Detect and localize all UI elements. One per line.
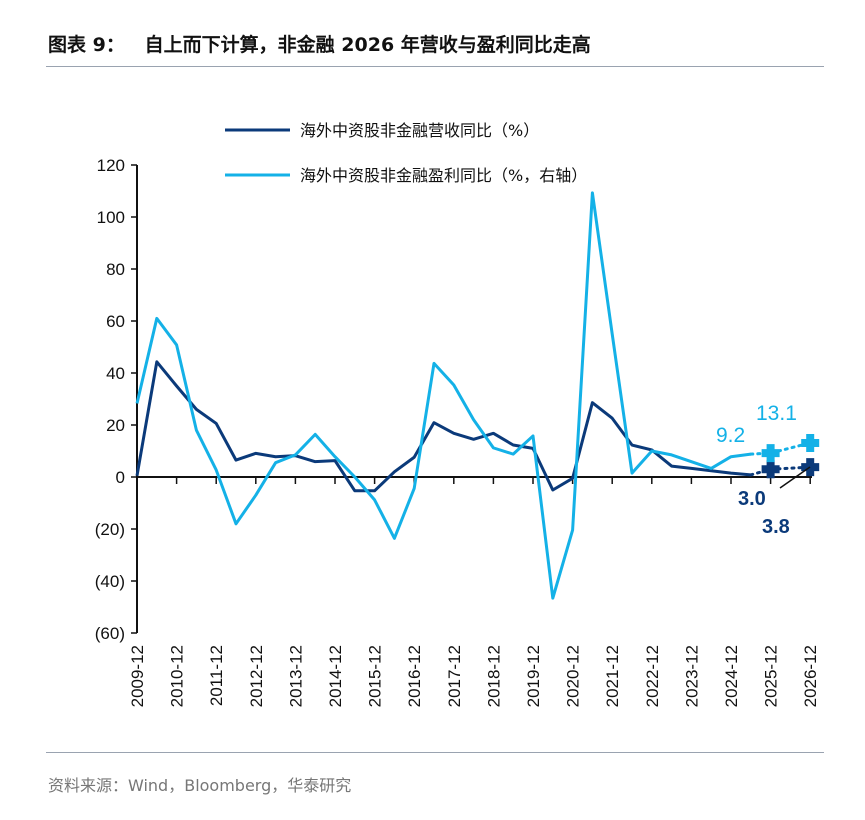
y-tick-label: (40) <box>95 572 125 591</box>
y-tick-label: 60 <box>106 312 125 331</box>
x-tick-label: 2014-12 <box>326 645 345 707</box>
y-tick-label: (60) <box>95 624 125 643</box>
forecast-marker <box>761 444 780 463</box>
x-tick-label: 2025-12 <box>762 645 781 707</box>
x-tick-label: 2023-12 <box>682 645 701 707</box>
x-tick-label: 2015-12 <box>366 645 385 707</box>
x-tick-label: 2009-12 <box>128 645 147 707</box>
data-label: 9.2 <box>716 424 745 447</box>
x-tick-label: 2012-12 <box>247 645 266 707</box>
x-tick-label: 2020-12 <box>564 645 583 707</box>
data-label: 3.0 <box>738 488 766 510</box>
forecast-marker <box>801 433 820 452</box>
y-tick-label: 120 <box>97 156 125 175</box>
y-tick-label: 80 <box>106 260 125 279</box>
y-tick-label: 40 <box>106 364 125 383</box>
forecast-marker <box>761 460 780 479</box>
y-tick-label: 0 <box>116 468 125 487</box>
legend-label: 海外中资股非金融营收同比（%） <box>300 121 539 140</box>
x-tick-label: 2013-12 <box>286 645 305 707</box>
x-tick-label: 2010-12 <box>168 645 187 707</box>
series-line-profit <box>135 191 751 600</box>
y-tick-label: 20 <box>106 416 125 435</box>
data-label: 3.8 <box>762 516 790 538</box>
data-label: 13.1 <box>756 402 797 425</box>
x-tick-label: 2016-12 <box>405 645 424 707</box>
series-line-revenue <box>135 360 751 493</box>
label-leader-line <box>779 466 811 489</box>
forecast-marker <box>801 458 820 477</box>
y-tick-label: (20) <box>95 520 125 539</box>
x-tick-label: 2022-12 <box>643 645 662 707</box>
x-tick-label: 2021-12 <box>603 645 622 707</box>
x-tick-label: 2026-12 <box>801 645 820 707</box>
x-tick-label: 2011-12 <box>207 645 226 706</box>
title-divider <box>46 66 824 67</box>
x-tick-label: 2019-12 <box>524 645 543 707</box>
source-note: 资料来源：Wind，Bloomberg，华泰研究 <box>48 776 352 795</box>
x-tick-label: 2018-12 <box>484 645 503 707</box>
x-tick-label: 2024-12 <box>722 645 741 707</box>
footer-divider <box>46 752 824 753</box>
x-tick-label: 2017-12 <box>445 645 464 707</box>
figure-title: 图表 9： 自上而下计算，非金融 2026 年营收与盈利同比走高 <box>48 34 591 56</box>
legend-label: 海外中资股非金融盈利同比（%，右轴） <box>300 166 587 185</box>
y-tick-label: 100 <box>97 208 125 227</box>
